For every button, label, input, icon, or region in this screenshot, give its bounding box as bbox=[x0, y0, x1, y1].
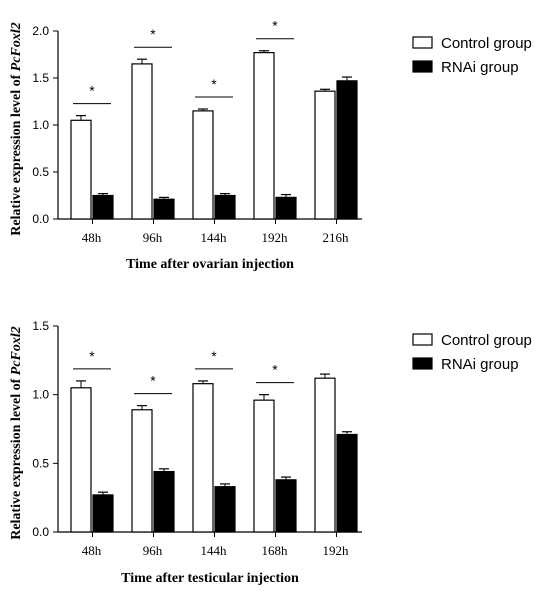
bar-control bbox=[131, 409, 153, 533]
x-tick-label: 144h bbox=[201, 543, 228, 558]
x-tick-label: 48h bbox=[82, 543, 102, 558]
bar-rnai bbox=[275, 479, 297, 533]
bar-control bbox=[192, 383, 214, 533]
bar-control bbox=[192, 110, 214, 220]
y-axis-title-gene: PcFoxl2 bbox=[9, 22, 24, 71]
y-tick-label: 0.0 bbox=[32, 525, 49, 539]
x-tick-label: 48h bbox=[82, 230, 102, 245]
x-axis-title: Time after ovarian injection bbox=[126, 257, 294, 272]
significance-star: * bbox=[211, 348, 217, 364]
y-tick-label: 1.5 bbox=[32, 319, 49, 333]
x-tick-label: 144h bbox=[201, 230, 228, 245]
bar-control bbox=[70, 387, 92, 533]
bar-rnai bbox=[336, 433, 358, 533]
legend-label: RNAi group bbox=[441, 59, 519, 76]
x-tick-label: 96h bbox=[143, 230, 163, 245]
bar-control bbox=[314, 377, 336, 533]
x-tick-label: 192h bbox=[323, 543, 350, 558]
significance-star: * bbox=[150, 26, 156, 42]
chart-panel-2: 0.0 0.5 1.0 1.5 48h * 96h * 144h * 168h * 192h Time a… bbox=[9, 319, 532, 586]
significance-star: * bbox=[89, 83, 95, 99]
y-axis-title-prefix: Relative expression level of bbox=[9, 375, 24, 540]
significance-star: * bbox=[272, 362, 278, 378]
y-tick-label: 0.5 bbox=[32, 165, 49, 179]
y-axis-title: Relative expression level of PcFoxl2 bbox=[9, 326, 24, 540]
y-axis-title-gene: PcFoxl2 bbox=[9, 326, 24, 375]
y-tick-label: 0.5 bbox=[32, 456, 49, 470]
legend-label: Control group bbox=[441, 332, 532, 349]
x-tick-label: 192h bbox=[262, 230, 289, 245]
y-axis-title: Relative expression level of PcFoxl2 bbox=[9, 22, 24, 236]
legend: Control group RNAi group bbox=[412, 332, 532, 373]
bar-control bbox=[253, 399, 275, 533]
bar-rnai bbox=[92, 494, 114, 533]
legend-swatch-rnai bbox=[412, 60, 433, 73]
significance-star: * bbox=[150, 373, 156, 389]
legend-label: RNAi group bbox=[441, 356, 519, 373]
legend-swatch-control bbox=[412, 333, 433, 346]
x-tick-label: 168h bbox=[262, 543, 289, 558]
bar-control bbox=[131, 63, 153, 220]
bar-control bbox=[253, 52, 275, 220]
bar-control bbox=[314, 90, 336, 220]
significance-star: * bbox=[272, 18, 278, 34]
significance-star: * bbox=[89, 348, 95, 364]
x-tick-label: 216h bbox=[323, 230, 350, 245]
y-tick-label: 1.5 bbox=[32, 71, 49, 85]
x-tick-label: 96h bbox=[143, 543, 163, 558]
legend-swatch-control bbox=[412, 36, 433, 49]
bar-rnai bbox=[214, 194, 236, 220]
y-tick-label: 1.0 bbox=[32, 388, 49, 402]
chart-panel-1: 0.0 0.5 1.0 1.5 2.0 48h * 96h * 144h * 192h * 216h Tim… bbox=[9, 18, 532, 272]
bar-control bbox=[70, 119, 92, 220]
significance-star: * bbox=[211, 76, 217, 92]
x-axis-title: Time after testicular injection bbox=[121, 571, 299, 586]
y-tick-label: 0.0 bbox=[32, 212, 49, 226]
legend-swatch-rnai bbox=[412, 357, 433, 370]
bar-rnai bbox=[275, 196, 297, 220]
bar-rnai bbox=[336, 80, 358, 220]
y-tick-label: 1.0 bbox=[32, 118, 49, 132]
bar-rnai bbox=[92, 194, 114, 220]
y-axis-title-prefix: Relative expression level of bbox=[9, 71, 24, 236]
legend-label: Control group bbox=[441, 35, 532, 52]
bar-rnai bbox=[153, 470, 175, 533]
legend: Control group RNAi group bbox=[412, 35, 532, 76]
bar-rnai bbox=[153, 198, 175, 220]
bar-rnai bbox=[214, 486, 236, 533]
y-tick-label: 2.0 bbox=[32, 24, 49, 38]
